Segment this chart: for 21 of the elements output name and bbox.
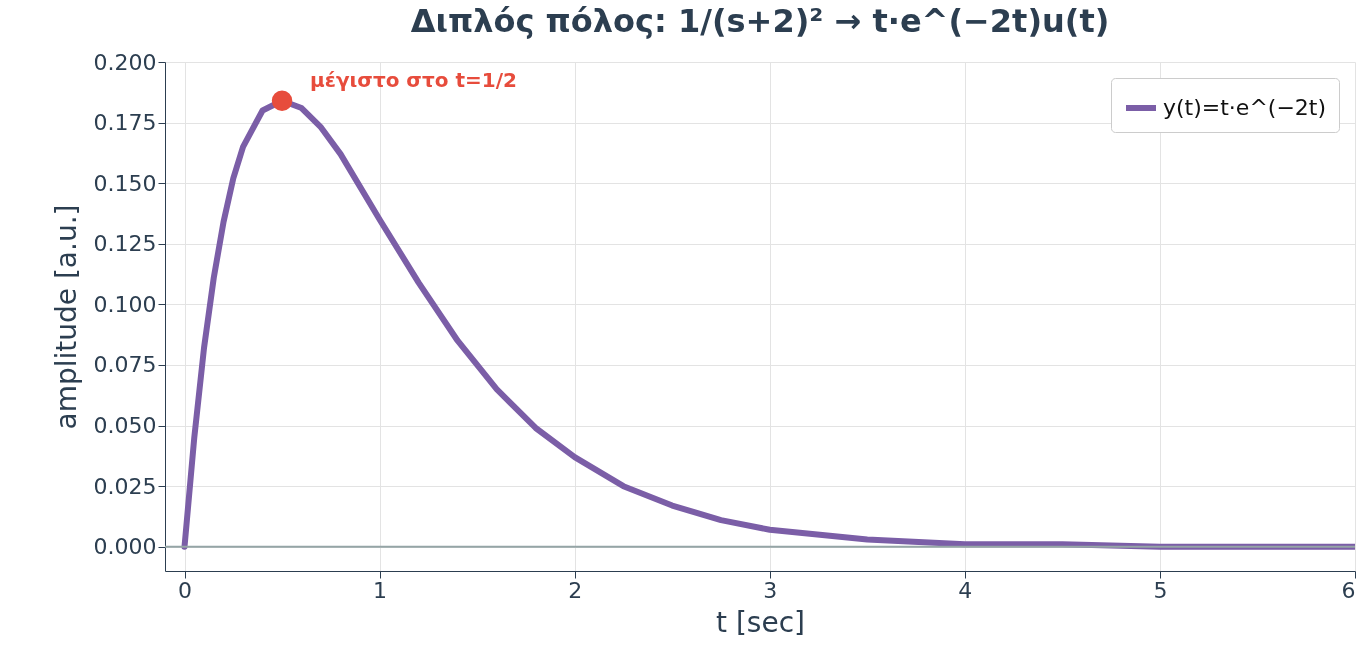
y-tick-label: 0.075 (93, 352, 157, 378)
annotation: μέγιστο στο t=1/2 (310, 67, 517, 92)
y-tick-label: 0.025 (93, 473, 157, 499)
y-axis-title: amplitude [a.u.] (49, 204, 83, 430)
x-tick-label: 3 (763, 577, 778, 603)
y-tick-label: 0.050 (93, 413, 157, 439)
x-tick-label: 6 (1341, 577, 1356, 603)
x-axis-title: t [sec] (716, 605, 805, 639)
x-tick-label: 2 (568, 577, 583, 603)
x-tick-label: 5 (1153, 577, 1168, 603)
y-tick-label: 0.100 (93, 291, 157, 317)
y-tick-label: 0.175 (93, 110, 157, 136)
x-tick-label: 4 (958, 577, 973, 603)
chart-title: Διπλός πόλος: 1/(s+2)² → t·e^(−2t)u(t) (410, 2, 1110, 40)
y-tick-label: 0.000 (93, 534, 157, 560)
y-tick-label: 0.150 (93, 170, 157, 196)
x-tick-label: 1 (373, 577, 388, 603)
y-tick-label: 0.125 (93, 231, 157, 257)
legend-label: y(t)=t·e^(−2t) (1163, 95, 1327, 120)
y-tick-label: 0.200 (93, 49, 157, 75)
x-tick-label: 0 (178, 577, 193, 603)
